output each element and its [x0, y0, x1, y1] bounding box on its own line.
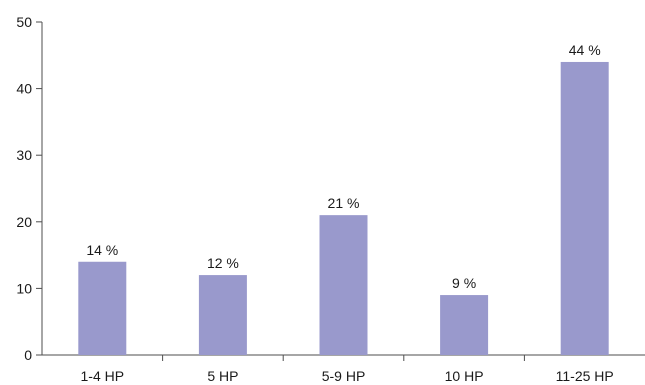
bar-data-label: 21 %: [328, 195, 360, 211]
bar-data-label: 14 %: [86, 242, 118, 258]
data-labels: 14 % 12 % 21 % 9 % 44 %: [86, 42, 600, 291]
x-axis: 1-4 HP 5 HP 5-9 HP 10 HP 11-25 HP: [42, 354, 645, 384]
bar-data-label: 12 %: [207, 255, 239, 271]
y-axis: 0 10 20 30 40 50: [16, 14, 43, 363]
y-tick-label: 10: [16, 280, 32, 296]
bar: [319, 215, 368, 355]
bar-data-label: 44 %: [569, 42, 601, 58]
y-tick-label: 20: [16, 214, 32, 230]
x-tick-label: 5-9 HP: [322, 368, 366, 384]
y-tick-label: 30: [16, 147, 32, 163]
bars: [78, 61, 609, 356]
y-tick-label: 40: [16, 81, 32, 97]
x-tick-label: 10 HP: [445, 368, 484, 384]
x-tick-label: 11-25 HP: [556, 368, 614, 384]
y-tick-label: 50: [16, 14, 32, 30]
bar: [440, 295, 489, 355]
bar: [198, 275, 247, 355]
bar: [560, 61, 609, 356]
x-tick-label: 1-4 HP: [81, 368, 125, 384]
x-tick-label: 5 HP: [207, 368, 238, 384]
y-tick-label: 0: [24, 347, 32, 363]
bar-data-label: 9 %: [452, 275, 476, 291]
bar: [78, 261, 127, 355]
